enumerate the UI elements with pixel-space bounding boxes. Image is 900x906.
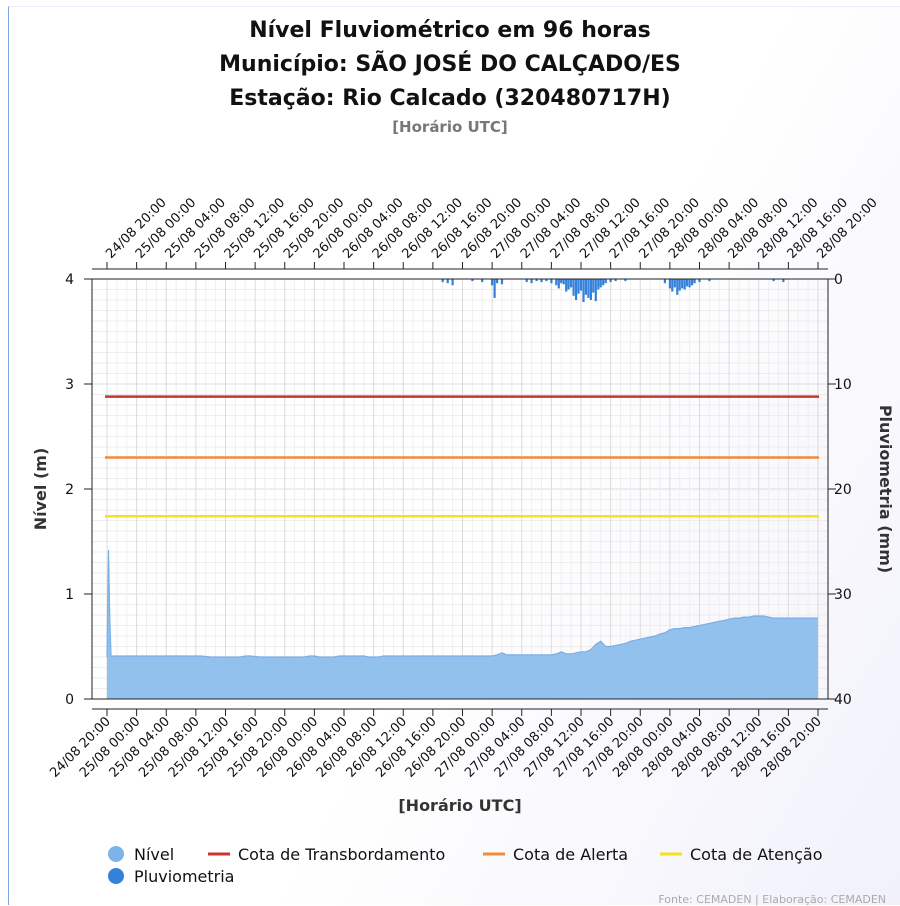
pluvio-bar: [676, 279, 679, 295]
right-tick-label: 10: [834, 377, 852, 393]
pluvio-bar: [668, 279, 671, 289]
pluvio-bar: [451, 279, 454, 286]
pluvio-bar: [525, 279, 528, 283]
chart-title-line-2: Município: SÃO JOSÉ DO CALÇADO/ES: [219, 52, 681, 77]
pluvio-bar: [500, 279, 504, 285]
pluvio-bar: [592, 279, 595, 293]
chart-title-line-3: Estação: Rio Calcado (320480717H): [229, 86, 671, 111]
pluvio-bar: [579, 279, 583, 291]
pluvio-bar: [555, 279, 558, 286]
legend-marker-nivel: [108, 846, 124, 862]
pluvio-bar: [496, 279, 499, 284]
pluvio-bar: [565, 279, 568, 292]
left-tick-label: 1: [65, 587, 74, 603]
pluvio-bar: [678, 279, 681, 291]
pluvio-bar: [671, 279, 674, 292]
right-axis-label: Pluviometria (mm): [876, 405, 895, 573]
pluvio-bar: [530, 279, 533, 284]
pluvio-bar: [567, 279, 570, 290]
pluvio-bar: [782, 279, 785, 283]
legend: Nível Cota de Transbordamento Cota de Aler…: [108, 845, 823, 886]
pluvio-bar: [609, 279, 612, 283]
left-tick-label: 0: [65, 692, 74, 708]
chart-subtitle: [Horário UTC]: [392, 118, 508, 136]
pluvio-bar: [584, 279, 587, 295]
pluvio-bar: [614, 279, 617, 282]
pluvio-bar: [587, 279, 590, 298]
pluvio-bar: [594, 279, 597, 302]
pluvio-bar: [681, 279, 684, 289]
pluvio-bar: [691, 279, 694, 286]
left-tick-label: 3: [65, 377, 74, 393]
pluvio-bar: [446, 279, 449, 284]
pluvio-bar: [688, 279, 691, 288]
pluvio-bar: [471, 279, 474, 282]
pluvio-bar: [686, 279, 689, 287]
legend-label: Pluviometria: [134, 867, 234, 886]
right-tick-label: 30: [834, 587, 852, 603]
pluvio-bar: [708, 279, 711, 282]
pluvio-bar: [698, 279, 701, 283]
pluvio-bar: [624, 279, 627, 282]
pluvio-bar: [535, 279, 538, 282]
pluvio-bar: [570, 279, 573, 288]
legend-label: Cota de Transbordamento: [238, 845, 445, 864]
right-tick-label: 20: [834, 482, 852, 498]
left-tick-label: 4: [65, 272, 74, 288]
pluvio-bar: [540, 279, 543, 283]
right-tick-label: 40: [834, 692, 852, 708]
legend-marker-pluviometria: [108, 868, 124, 884]
pluvio-bar: [493, 279, 496, 298]
pluvio-bar: [683, 279, 686, 290]
right-tick-label: 0: [834, 272, 843, 288]
pluvio-bar: [599, 279, 602, 288]
chart-title-line-1: Nível Fluviométrico em 96 horas: [249, 18, 651, 43]
pluvio-bar: [562, 279, 565, 285]
pluvio-bar: [491, 279, 494, 286]
pluvio-bar: [557, 279, 560, 289]
right-axis: 0 10 20 30 40: [828, 272, 852, 708]
source-footer: Fonte: CEMADEN | Elaboração: CEMADEN: [658, 893, 886, 906]
pluvio-bar: [441, 279, 444, 283]
pluviometria-series: [441, 279, 785, 303]
legend-label: Cota de Alerta: [513, 845, 628, 864]
pluvio-bar: [572, 279, 575, 296]
pluvio-bar: [550, 279, 553, 284]
nivel-line: [106, 549, 818, 658]
pluvio-bar: [597, 279, 600, 290]
left-axis: 0 1 2 3 4: [65, 272, 92, 708]
nivel-series: [106, 549, 818, 699]
legend-label: Nível: [134, 845, 174, 864]
x-axis-label: [Horário UTC]: [398, 796, 521, 815]
nivel-area: [107, 549, 818, 699]
pluvio-bar: [663, 279, 666, 284]
pluvio-bar: [602, 279, 605, 286]
pluvio-bar: [772, 279, 775, 282]
pluvio-bar: [575, 279, 578, 300]
pluvio-bar: [589, 279, 592, 300]
pluvio-bar: [545, 279, 548, 282]
pluvio-bar: [673, 279, 676, 288]
pluvio-bar: [560, 279, 563, 284]
legend-label: Cota de Atenção: [690, 845, 823, 864]
pluvio-bar: [693, 279, 696, 284]
pluvio-bar: [481, 279, 484, 283]
pluvio-bar: [577, 279, 580, 294]
left-axis-label: Nível (m): [31, 448, 50, 531]
pluvio-bar: [604, 279, 607, 284]
threshold-lines: [105, 395, 819, 518]
left-tick-label: 2: [65, 482, 74, 498]
pluvio-bar: [582, 279, 585, 303]
